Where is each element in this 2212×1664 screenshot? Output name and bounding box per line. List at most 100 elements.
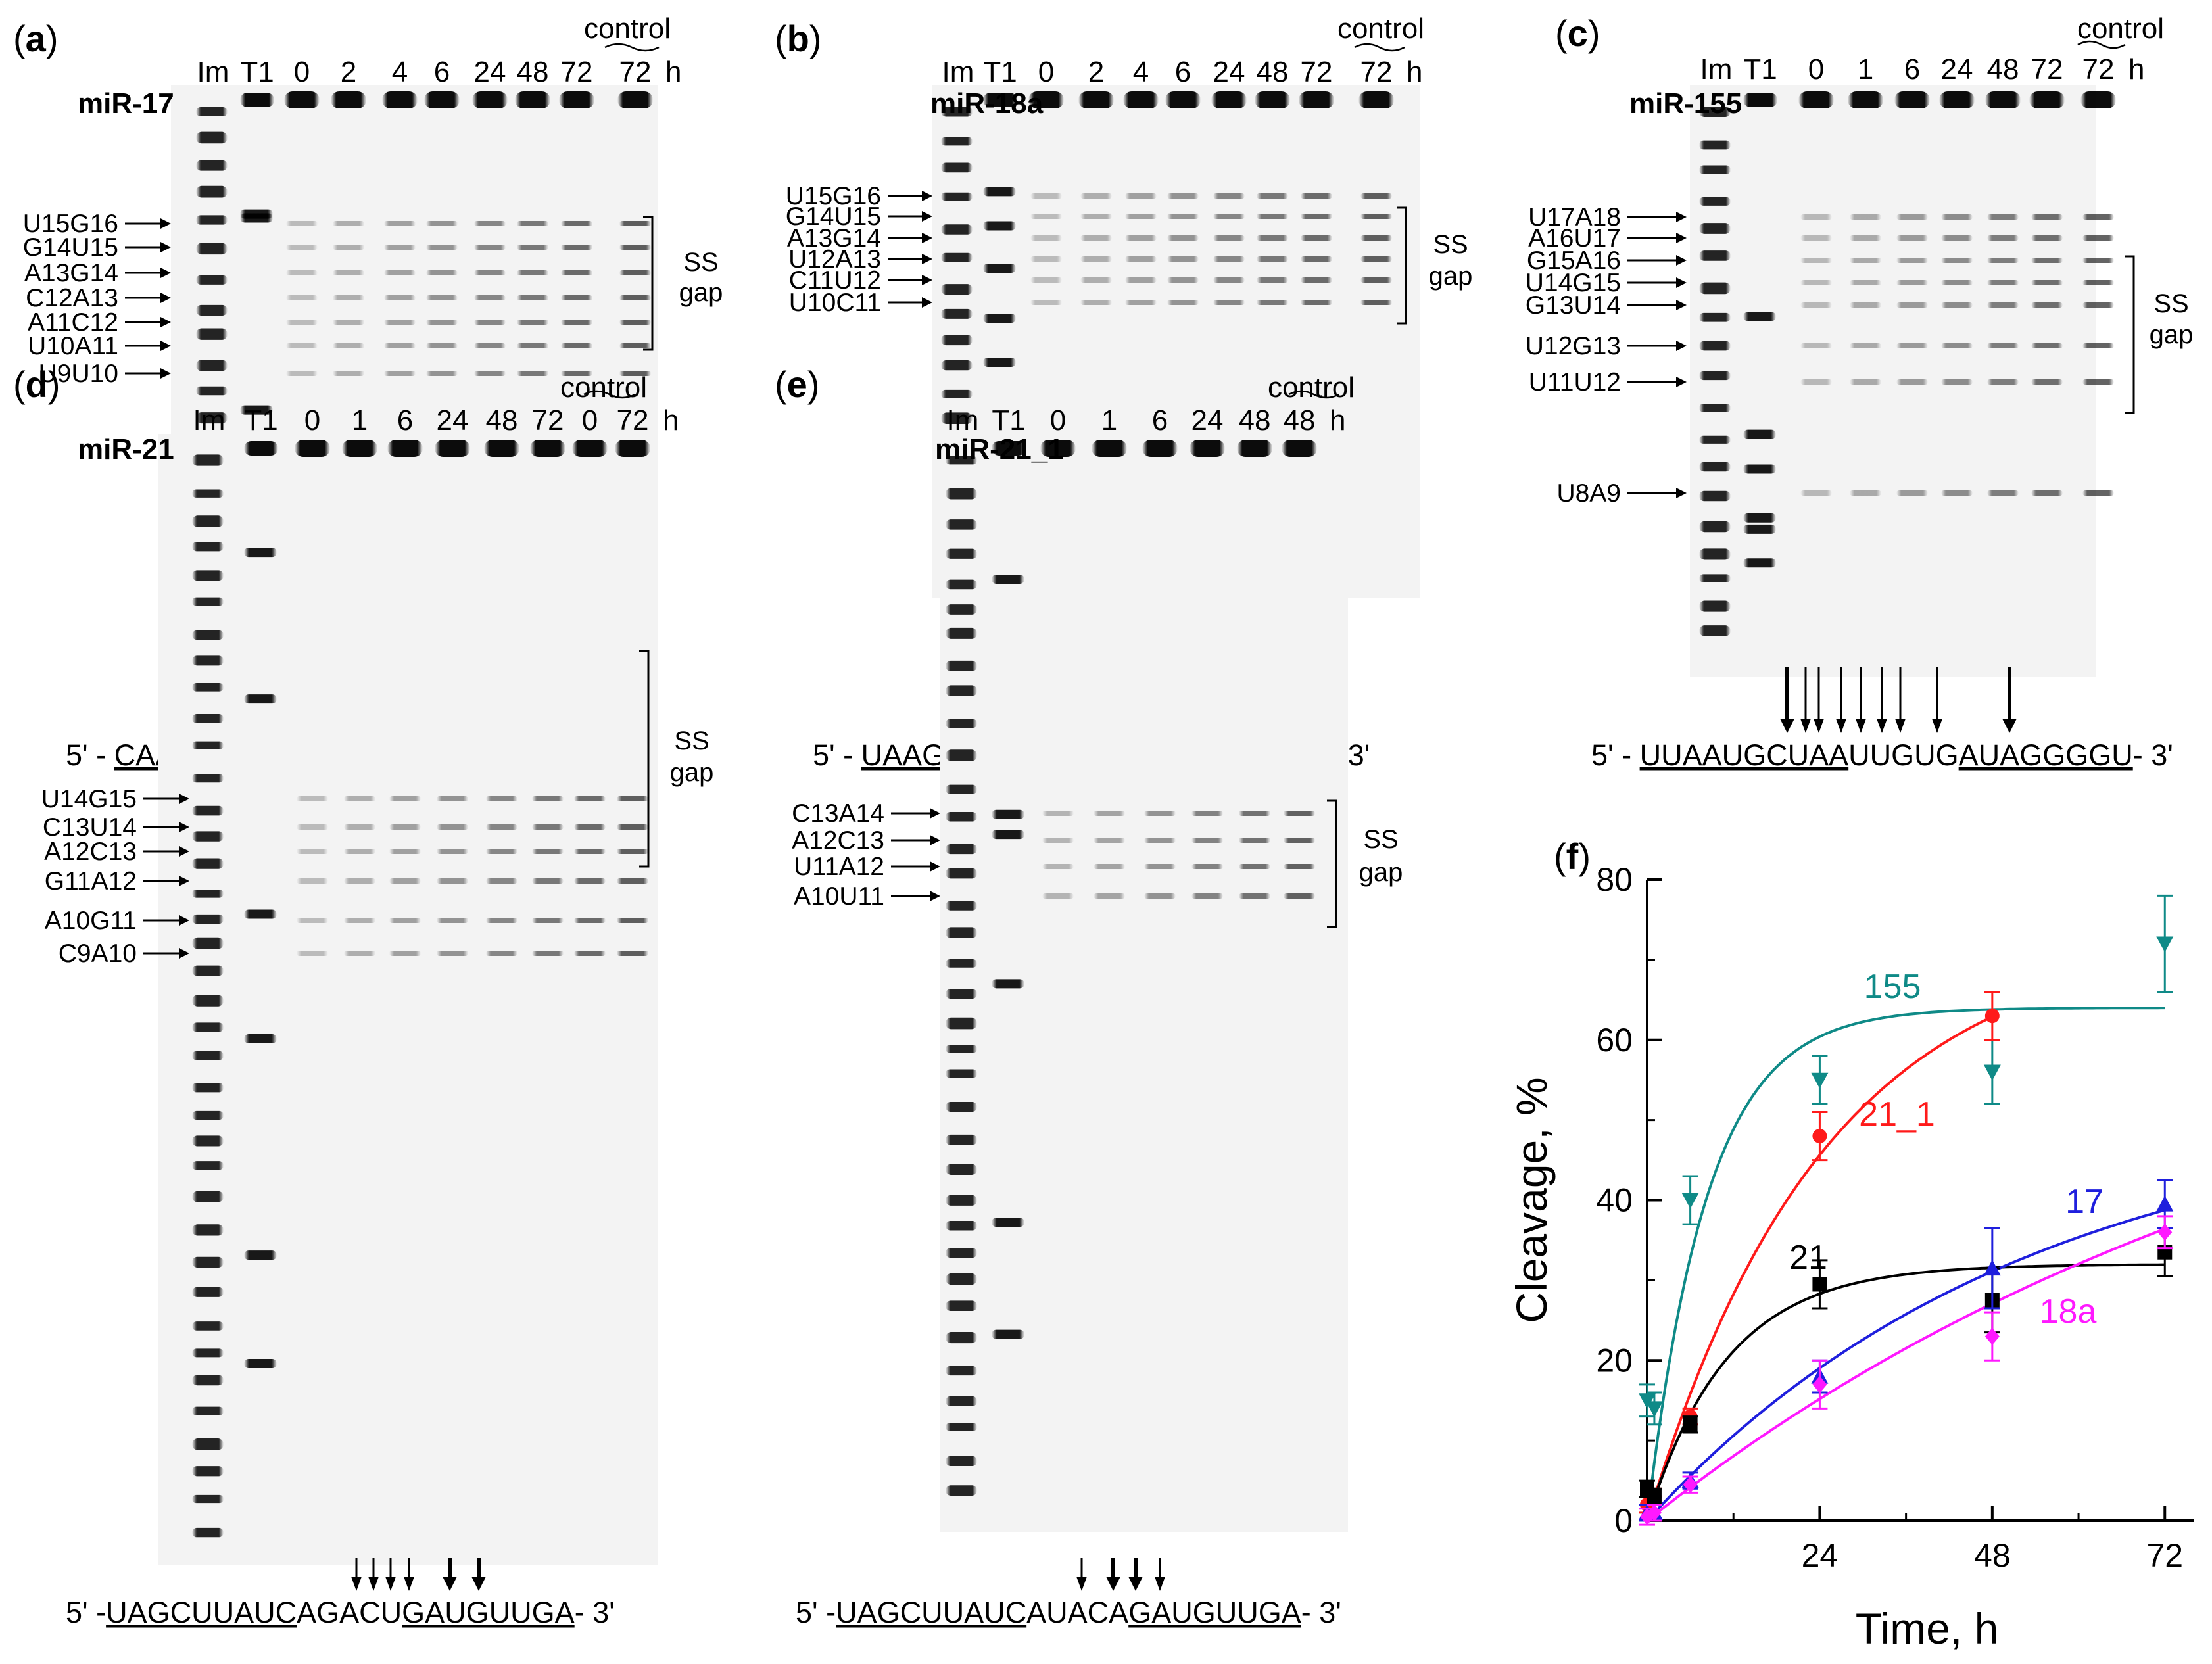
gel-band (426, 245, 458, 250)
cleavage-arrow-head (1780, 719, 1794, 733)
gel-band (1896, 379, 1928, 385)
gel-band (192, 858, 224, 869)
gel-band (1743, 464, 1776, 474)
gel-band (192, 965, 224, 976)
gel-band (1042, 864, 1074, 869)
gel-band (389, 849, 421, 854)
gel-band (1987, 343, 2019, 348)
gel-band (344, 796, 375, 801)
gel-band (2031, 214, 2063, 220)
gel-band (1360, 277, 1392, 283)
gel-band (946, 719, 977, 728)
gel-band (192, 914, 224, 924)
gel-band (344, 951, 375, 956)
gel-band (1078, 91, 1114, 108)
sequence-suffix: - 3' (575, 1596, 615, 1629)
gel-band (2031, 302, 2063, 308)
marker-arrow-head (930, 891, 940, 901)
gel-band (342, 440, 377, 457)
gel-band (574, 849, 606, 854)
gel-band (946, 989, 977, 999)
gel-band (196, 386, 228, 396)
gel-band (532, 824, 564, 830)
gel-band (946, 1485, 977, 1496)
gel-band (192, 1083, 224, 1093)
gel-band (532, 849, 564, 854)
gel-band (333, 320, 364, 325)
marker-arrow-head (922, 233, 932, 243)
gel-background (158, 434, 658, 1565)
gel-band (1191, 811, 1223, 816)
gel-band (1257, 193, 1288, 199)
lane-label: 0 (1050, 404, 1066, 437)
ss-gap-bracket (639, 650, 650, 868)
band-marker-label: U15G16 (23, 210, 118, 238)
x-tick-label: 72 (2146, 1537, 2183, 1574)
gel-band (384, 221, 416, 226)
point-17 (2156, 1195, 2174, 1212)
gel-band (1699, 250, 1731, 261)
gel-band (1699, 600, 1731, 612)
gel-band (1094, 893, 1125, 899)
control-brace (604, 43, 660, 52)
gel-band (1800, 280, 1832, 285)
cleavage-arrow-head (1155, 1577, 1165, 1591)
gel-band (946, 1247, 977, 1258)
ss-label: SS (683, 248, 718, 277)
gel-band (474, 320, 506, 325)
sequence-middle: AUACA (1026, 1596, 1128, 1629)
marker-arrow-head (1676, 233, 1687, 243)
point-21 (1812, 1277, 1827, 1292)
gel-band (1699, 625, 1731, 636)
gel-band (192, 805, 224, 816)
gel-band (1167, 214, 1199, 219)
gel-band (1800, 258, 1832, 263)
lane-label: Im (942, 56, 974, 88)
gel-band (1360, 193, 1392, 199)
gel-band (1896, 490, 1928, 496)
lane-label: 4 (392, 56, 408, 88)
cleavage-arrow-head (1932, 719, 1942, 733)
gel-band (946, 660, 977, 672)
fit-curve-17 (1646, 1208, 2165, 1522)
gel-band (530, 440, 565, 457)
gel-band (244, 441, 278, 456)
band-marker-label: U14G15 (1526, 269, 1621, 297)
gel-band (1699, 165, 1731, 174)
gel-band (192, 1161, 224, 1170)
gel-band (946, 1456, 977, 1466)
gel-band (2082, 302, 2114, 308)
lane-label: 6 (434, 56, 450, 88)
gel-band (1284, 864, 1315, 869)
gel-band (1257, 235, 1288, 241)
gel-band (384, 320, 416, 325)
fit-curve-18a (1646, 1227, 2166, 1522)
gel-band (617, 91, 653, 108)
band-marker-label: G13U14 (1526, 291, 1621, 320)
gel-band (517, 343, 548, 348)
gel-band (192, 1321, 224, 1331)
gel-band (1301, 300, 1332, 305)
band-marker-label: C12A13 (26, 284, 118, 312)
gel-band (486, 918, 517, 923)
gel-band (1743, 513, 1776, 523)
lane-label: 0 (304, 404, 320, 437)
gel-band (1800, 490, 1832, 496)
gel-band (992, 830, 1024, 840)
gel-band (1798, 91, 1834, 108)
gel-band (1699, 435, 1731, 444)
gel-band (1125, 277, 1157, 283)
y-tick-label: 60 (1596, 1022, 1633, 1058)
gel-band (2082, 379, 2114, 385)
x-axis-title: Time, h (1856, 1604, 1999, 1653)
gel-band (1941, 258, 1973, 263)
gel-band (517, 295, 548, 300)
gel-band (1800, 214, 1832, 220)
sequence-underlined-right: AUAGGGGU (1959, 738, 2133, 772)
point-21_1 (1812, 1129, 1827, 1143)
point-17 (1983, 1260, 2001, 1276)
gel-band (1987, 379, 2019, 385)
gel-band (437, 951, 468, 956)
gel-band (1743, 93, 1777, 107)
gel-band (297, 796, 328, 801)
